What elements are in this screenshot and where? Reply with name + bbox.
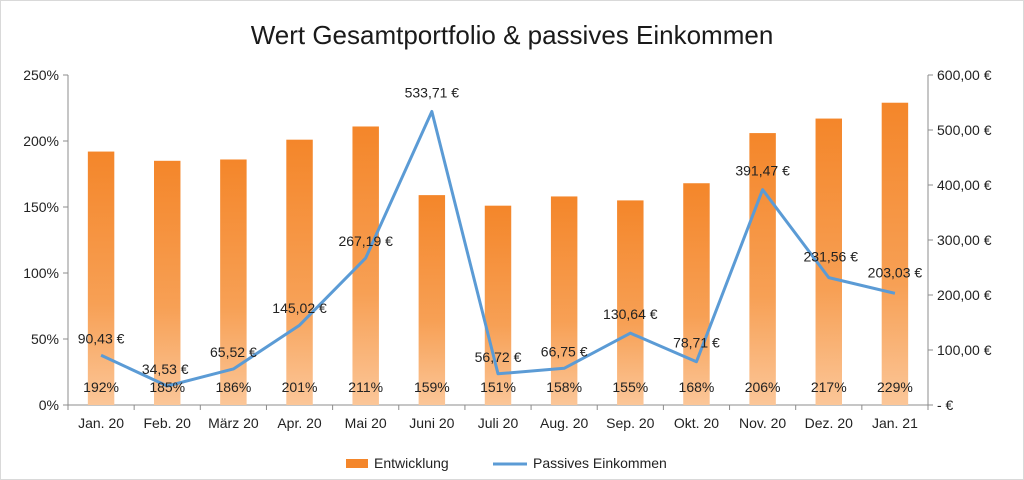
bar-entwicklung — [617, 200, 644, 405]
y-right-tick-label: 500,00 € — [937, 122, 992, 138]
bar-data-label: 192% — [83, 379, 119, 395]
bar-data-label: 211% — [348, 379, 383, 395]
x-tick-label: März 20 — [208, 415, 259, 431]
plot-area: 0% 50% 100% 150% 200% 250% - € 100,00 € 200,00 €… — [23, 67, 992, 431]
y-right-tick-label: 100,00 € — [937, 342, 992, 358]
bar-data-label: 217% — [811, 379, 847, 395]
bar-entwicklung — [550, 196, 578, 405]
y-left-tick-label: 250% — [23, 67, 59, 83]
x-tick-label: Dez. 20 — [805, 415, 853, 431]
line-data-label: 231,56 € — [804, 249, 859, 265]
line-data-label: 56,72 € — [475, 349, 522, 365]
bar-data-label: 185% — [149, 379, 185, 395]
x-tick-label: Jan. 20 — [78, 415, 124, 431]
y-left-tick-label: 150% — [23, 199, 59, 215]
y-right-tick-label: 200,00 € — [937, 287, 992, 303]
line-passives-einkommen — [100, 109, 896, 388]
line-data-label: 78,71 € — [673, 335, 720, 351]
line-data-label: 391,47 € — [735, 163, 790, 179]
legend-label-passives-einkommen: Passives Einkommen — [533, 455, 667, 471]
bar-data-label: 158% — [546, 379, 582, 395]
bar-data-label: 159% — [414, 379, 450, 395]
x-tick-label: Okt. 20 — [674, 415, 719, 431]
y-left-tick-label: 200% — [23, 133, 59, 149]
x-tick-label: Juni 20 — [409, 415, 454, 431]
line-data-label: 203,03 € — [868, 264, 923, 280]
bar-data-label: 201% — [282, 379, 318, 395]
bar-entwicklung — [286, 139, 313, 405]
line-data-label: 34,53 € — [142, 361, 189, 377]
y-right-tick-label: 400,00 € — [937, 177, 992, 193]
bar-entwicklung — [815, 118, 842, 405]
bar-data-label: 155% — [612, 379, 648, 395]
y-right-tick-label: 600,00 € — [937, 67, 992, 83]
bar-entwicklung — [154, 160, 181, 405]
bar-entwicklung — [683, 183, 710, 405]
line-data-label: 533,71 € — [405, 84, 460, 100]
bar-data-label: 186% — [215, 379, 251, 395]
bar-entwicklung — [749, 133, 776, 405]
bar-data-label: 229% — [877, 379, 913, 395]
x-tick-label: Nov. 20 — [739, 415, 786, 431]
y-left-tick-label: 100% — [23, 265, 59, 281]
line-data-label: 267,19 € — [338, 233, 393, 249]
line-data-label: 65,52 € — [210, 344, 257, 360]
line-data-label: 66,75 € — [541, 343, 588, 359]
bar-data-label: 168% — [679, 379, 715, 395]
bar-entwicklung — [881, 102, 909, 405]
x-tick-label: Feb. 20 — [143, 415, 191, 431]
chart-title: Wert Gesamtportfolio & passives Einkomme… — [251, 20, 774, 50]
y-left-tick-label: 0% — [39, 397, 59, 413]
line-data-label: 145,02 € — [272, 300, 327, 316]
bar-data-label: 206% — [745, 379, 781, 395]
y-right-tick-label: 300,00 € — [937, 232, 992, 248]
x-tick-label: Juli 20 — [478, 415, 519, 431]
y-right-tick-label: - € — [937, 397, 954, 413]
x-tick-label: Aug. 20 — [540, 415, 588, 431]
bar-entwicklung — [418, 195, 446, 405]
legend: Entwicklung Passives Einkommen — [346, 455, 667, 471]
x-tick-label: Mai 20 — [345, 415, 387, 431]
legend-label-entwicklung: Entwicklung — [374, 455, 449, 471]
x-tick-label: Jan. 21 — [872, 415, 918, 431]
legend-swatch-entwicklung — [346, 459, 368, 468]
x-tick-label: Sep. 20 — [606, 415, 654, 431]
bar-data-label: 151% — [480, 379, 516, 395]
line-data-label: 90,43 € — [78, 330, 125, 346]
bar-entwicklung — [87, 151, 115, 405]
y-left-tick-label: 50% — [31, 331, 59, 347]
line-data-label: 130,64 € — [603, 306, 658, 322]
x-tick-label: Apr. 20 — [277, 415, 322, 431]
